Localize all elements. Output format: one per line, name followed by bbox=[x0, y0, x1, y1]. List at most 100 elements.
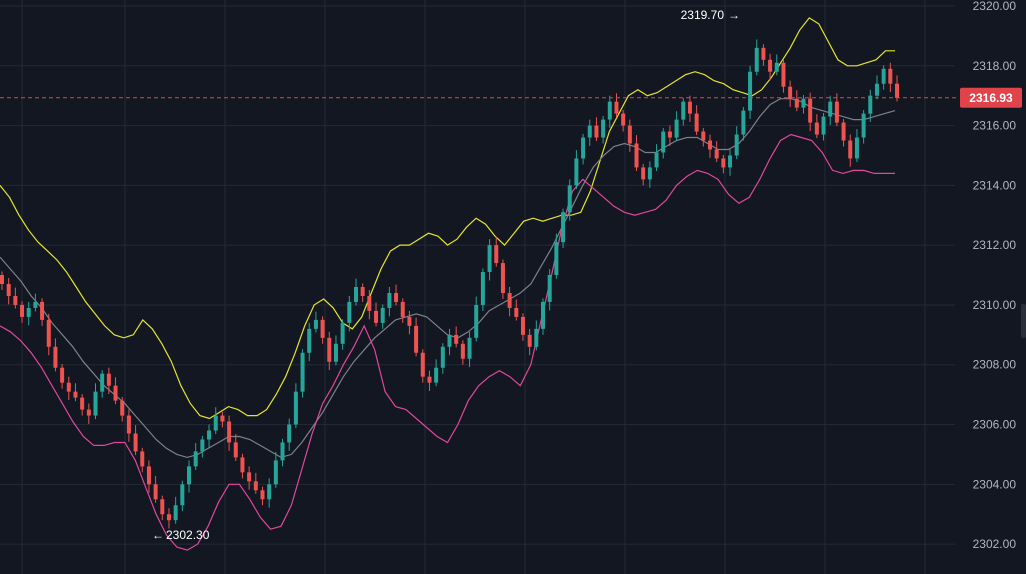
candle-body bbox=[854, 137, 859, 159]
candle-body bbox=[500, 263, 505, 293]
candle-body bbox=[868, 95, 873, 114]
candle-body bbox=[848, 140, 853, 159]
candle-body bbox=[113, 385, 118, 401]
candle-body bbox=[547, 275, 552, 302]
low-annotation: ← 2302.30 bbox=[152, 528, 210, 542]
candle-body bbox=[247, 472, 252, 482]
candle-body bbox=[374, 310, 379, 323]
candle-body bbox=[761, 47, 766, 60]
current-price-value: 2316.93 bbox=[969, 91, 1013, 105]
candle-body bbox=[554, 242, 559, 276]
candle-body bbox=[394, 292, 399, 302]
candle-body bbox=[687, 101, 692, 114]
candle-body bbox=[327, 337, 332, 362]
candle-body bbox=[353, 287, 358, 302]
candle-body bbox=[287, 424, 292, 443]
candle-body bbox=[514, 307, 519, 317]
candle-body bbox=[347, 301, 352, 323]
candle-body bbox=[621, 113, 626, 126]
candle-body bbox=[387, 292, 392, 308]
candle-body bbox=[140, 451, 145, 467]
candle-body bbox=[173, 505, 178, 521]
candle-body bbox=[581, 137, 586, 159]
candle-body bbox=[721, 158, 726, 168]
candle-body bbox=[520, 316, 525, 335]
candle-body bbox=[407, 316, 412, 326]
candle-body bbox=[333, 343, 338, 362]
candle-body bbox=[601, 119, 606, 138]
candle-body bbox=[380, 307, 385, 323]
candle-body bbox=[320, 319, 325, 338]
candle-body bbox=[834, 101, 839, 123]
candle-body bbox=[534, 328, 539, 347]
bollinger-middle-line bbox=[0, 98, 896, 459]
candles bbox=[0, 39, 899, 529]
candle-body bbox=[360, 287, 365, 296]
candle-body bbox=[313, 319, 318, 329]
candle-body bbox=[587, 125, 592, 138]
candle-body bbox=[340, 322, 345, 344]
candle-body bbox=[507, 292, 512, 308]
candle-body bbox=[146, 466, 151, 485]
candle-body bbox=[768, 59, 773, 72]
candle-body bbox=[267, 484, 272, 500]
candle-body bbox=[788, 86, 793, 99]
high-annotation: 2319.70 → bbox=[681, 8, 740, 22]
right-arrow-icon: → bbox=[728, 8, 740, 22]
candle-body bbox=[714, 149, 719, 159]
candle-body bbox=[614, 101, 619, 114]
candle-body bbox=[881, 68, 886, 84]
current-price-tag: 2316.93 bbox=[960, 87, 1022, 108]
candle-body bbox=[654, 152, 659, 168]
candle-body bbox=[607, 101, 612, 120]
high-annotation-label: 2319.70 bbox=[681, 8, 725, 22]
candle-body bbox=[527, 334, 532, 347]
candle-body bbox=[467, 337, 472, 359]
candle-body bbox=[888, 68, 893, 84]
candle-body bbox=[180, 484, 185, 506]
candle-body bbox=[674, 119, 679, 138]
candle-body bbox=[220, 415, 225, 422]
candle-body bbox=[874, 83, 879, 96]
candle-body bbox=[447, 334, 452, 347]
y-tick-label: 2310.00 bbox=[973, 298, 1017, 312]
low-annotation-label: 2302.30 bbox=[166, 528, 210, 542]
candle-body bbox=[13, 295, 18, 305]
candle-body bbox=[153, 484, 158, 500]
candle-body bbox=[187, 466, 192, 485]
candle-body bbox=[213, 415, 218, 431]
candle-body bbox=[694, 113, 699, 132]
candle-body bbox=[781, 62, 786, 87]
candle-body bbox=[701, 131, 706, 141]
candle-body bbox=[106, 373, 111, 386]
price-axis[interactable]: 2320.00 2318.00 2316.00 2314.00 2312.00 2310.… bbox=[973, 0, 1017, 551]
candle-body bbox=[841, 122, 846, 141]
current-price-tag-background bbox=[960, 87, 1022, 108]
grid-lines bbox=[0, 0, 955, 574]
candle-body bbox=[193, 451, 198, 467]
candle-body bbox=[574, 158, 579, 186]
candle-body bbox=[681, 101, 686, 120]
candle-body bbox=[80, 397, 85, 410]
y-tick-label: 2304.00 bbox=[973, 477, 1017, 491]
candle-body bbox=[20, 304, 25, 317]
bollinger-lower-line bbox=[0, 133, 895, 551]
price-scale-handle[interactable] bbox=[1021, 304, 1026, 338]
candle-body bbox=[260, 490, 265, 500]
candle-body bbox=[307, 328, 312, 353]
candle-body bbox=[748, 71, 753, 111]
y-tick-label: 2314.00 bbox=[973, 178, 1017, 192]
candle-body bbox=[728, 155, 733, 168]
bollinger-upper-line bbox=[0, 17, 895, 420]
candle-body bbox=[420, 352, 425, 377]
candle-body bbox=[821, 116, 826, 135]
candle-body bbox=[754, 47, 759, 72]
candle-body bbox=[46, 319, 51, 347]
candle-body bbox=[454, 334, 459, 344]
candle-body bbox=[774, 62, 779, 72]
candle-body bbox=[66, 382, 71, 392]
candle-body bbox=[233, 442, 238, 458]
candle-body bbox=[541, 301, 546, 329]
